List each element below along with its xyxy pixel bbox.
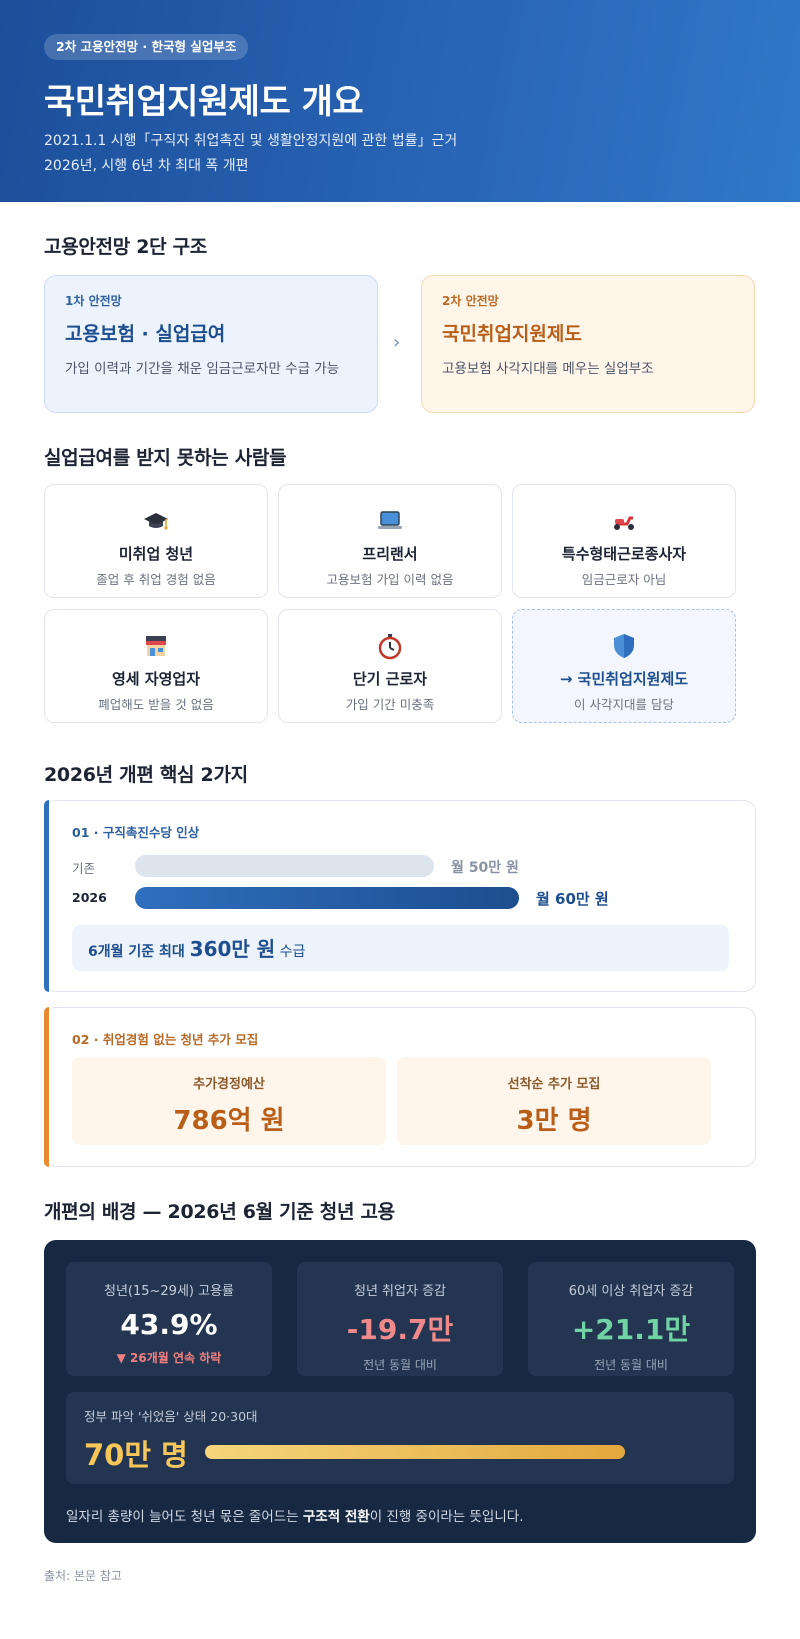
stat-footnote: 전년 동월 대비 [594, 1358, 668, 1372]
stat-label: 청년(15~29세) 고용률 [103, 1284, 234, 1299]
resting-bar [205, 1445, 625, 1459]
reform-item1-label: 01 · 구직촉진수당 인상 [72, 825, 200, 840]
second-net-tag: 2차 안전망 [442, 294, 499, 308]
youth-employment-panel: 청년(15~29세) 고용률 43.9% ▼ 26개월 연속 하락 청년 취업자… [44, 1240, 756, 1543]
note-text: 이 진행 중이라는 뜻입니다. [369, 1509, 524, 1525]
summary-prefix: 6개월 기준 최대 [88, 944, 190, 960]
background-note: 일자리 총량이 늘어도 청년 몫은 줄어드는 구조적 전환이 진행 중이라는 뜻… [66, 1505, 524, 1525]
gap-card-youth: 미취업 청년 졸업 후 취업 경험 없음 [44, 484, 268, 598]
second-net-desc: 고용보험 사각지대를 메우는 실업부조 [442, 361, 654, 377]
summary-suffix: 수급 [275, 944, 306, 960]
chevron-right-icon: › [393, 332, 401, 353]
summary-amount: 360만 원 [189, 937, 276, 961]
stopwatch-icon [279, 632, 501, 660]
hero-subtitle-line1: 2021.1.1 시행「구직자 취업촉진 및 생활안정지원에 관한 법률」근거 [44, 133, 458, 149]
bar-label-new: 2026 [72, 890, 107, 905]
bar-label-prev: 기존 [72, 861, 96, 876]
section-heading-gap: 실업급여를 받지 못하는 사람들 [44, 447, 287, 469]
recruit-label: 선착순 추가 모집 [507, 1077, 601, 1092]
gap-card-title: → 국민취업지원제도 [559, 670, 689, 688]
gap-card-freelancer: 프리랜서 고용보험 가입 이력 없음 [278, 484, 502, 598]
gap-card-solution: → 국민취업지원제도 이 사각지대를 담당 [512, 609, 736, 723]
section-heading-background: 개편의 배경 — 2026년 6월 기준 청년 고용 [44, 1201, 395, 1223]
scooter-icon [513, 507, 735, 535]
stat-youth-employed-change: 청년 취업자 증감 -19.7만 전년 동월 대비 [297, 1262, 503, 1376]
gap-card-special-worker: 특수형태근로종사자 임금근로자 아님 [512, 484, 736, 598]
reform-item2-label: 02 · 취업경험 없는 청년 추가 모집 [72, 1032, 259, 1047]
allowance-summary: 6개월 기준 최대 360만 원 수급 [72, 925, 729, 971]
stat-label: 청년 취업자 증감 [354, 1284, 446, 1299]
page-title: 국민취업지원제도 개요 [44, 82, 364, 122]
gap-card-desc: 임금근로자 아님 [581, 572, 667, 587]
accent-bar [44, 800, 49, 992]
reform-card-allowance: 01 · 구직촉진수당 인상 기존 월 50만 원 2026 월 60만 원 6… [44, 800, 756, 992]
budget-label: 추가경정예산 [193, 1077, 265, 1092]
recruit-value: 3만 명 [516, 1106, 592, 1136]
source-note: 출처: 본문 참고 [44, 1569, 122, 1583]
resting-youth-box: 정부 파악 '쉬었음' 상태 20·30대 70만 명 [66, 1392, 734, 1484]
stat-footnote: ▼ 26개월 연속 하락 [116, 1351, 222, 1365]
gap-card-title: 영세 자영업자 [111, 670, 201, 688]
gap-card-title: 특수형태근로종사자 [561, 545, 687, 563]
laptop-icon [279, 507, 501, 535]
resting-value: 70만 명 [84, 1438, 188, 1472]
gap-card-desc: 이 사각지대를 담당 [574, 697, 674, 712]
hero-subtitle-line2: 2026년, 시행 6년 차 최대 폭 개편 [44, 158, 249, 174]
gap-card-desc: 폐업해도 받을 것 없음 [98, 697, 214, 712]
section-heading-reform: 2026년 개편 핵심 2가지 [44, 764, 248, 786]
second-net-title: 국민취업지원제도 [442, 323, 582, 345]
bar-new [135, 887, 519, 909]
hero-badge: 2차 고용안전망 · 한국형 실업부조 [44, 34, 249, 60]
graduation-cap-icon [45, 507, 267, 535]
hero-banner: 2차 고용안전망 · 한국형 실업부조 국민취업지원제도 개요 2021.1.1… [0, 0, 800, 202]
note-text: 일자리 총량이 늘어도 청년 몫은 줄어드는 [66, 1509, 303, 1525]
stat-label: 60세 이상 취업자 증감 [568, 1284, 694, 1299]
stat-value: +21.1만 [571, 1313, 691, 1346]
bar-value-prev: 월 50만 원 [451, 860, 519, 876]
second-safety-net-card: 2차 안전망 국민취업지원제도 고용보험 사각지대를 메우는 실업부조 [421, 275, 755, 413]
gap-card-title: 프리랜서 [362, 545, 418, 563]
gap-card-title: 미취업 청년 [118, 545, 194, 563]
shield-icon [513, 632, 735, 660]
gap-card-short-term-worker: 단기 근로자 가입 기간 미충족 [278, 609, 502, 723]
first-net-desc: 가입 이력과 기간을 채운 임금근로자만 수급 가능 [65, 361, 340, 377]
stat-senior-employed-change: 60세 이상 취업자 증감 +21.1만 전년 동월 대비 [528, 1262, 734, 1376]
gap-card-self-employed: 영세 자영업자 폐업해도 받을 것 없음 [44, 609, 268, 723]
stat-value: 43.9% [120, 1308, 218, 1341]
gap-card-desc: 고용보험 가입 이력 없음 [326, 572, 454, 587]
accent-bar [44, 1007, 49, 1167]
gap-card-desc: 가입 기간 미충족 [345, 697, 435, 712]
resting-label: 정부 파악 '쉬었음' 상태 20·30대 [84, 1409, 258, 1424]
gap-card-desc: 졸업 후 취업 경험 없음 [96, 572, 216, 587]
first-safety-net-card: 1차 안전망 고용보험 · 실업급여 가입 이력과 기간을 채운 임금근로자만 … [44, 275, 378, 413]
first-net-title: 고용보험 · 실업급여 [65, 323, 226, 345]
stat-value: -19.7만 [346, 1313, 454, 1346]
gap-card-title: 단기 근로자 [352, 670, 428, 688]
budget-box: 추가경정예산 786억 원 [72, 1057, 386, 1145]
note-emphasis: 구조적 전환 [302, 1509, 370, 1525]
first-net-tag: 1차 안전망 [65, 294, 122, 308]
store-icon [45, 632, 267, 660]
bar-prev [135, 855, 434, 877]
bar-value-new: 월 60만 원 [536, 890, 609, 908]
reform-card-youth-recruit: 02 · 취업경험 없는 청년 추가 모집 추가경정예산 786억 원 선착순 … [44, 1007, 756, 1167]
stat-youth-employment-rate: 청년(15~29세) 고용률 43.9% ▼ 26개월 연속 하락 [66, 1262, 272, 1376]
budget-value: 786억 원 [173, 1106, 285, 1136]
stat-footnote: 전년 동월 대비 [363, 1358, 437, 1372]
recruit-box: 선착순 추가 모집 3만 명 [397, 1057, 711, 1145]
section-heading-structure: 고용안전망 2단 구조 [44, 236, 207, 258]
